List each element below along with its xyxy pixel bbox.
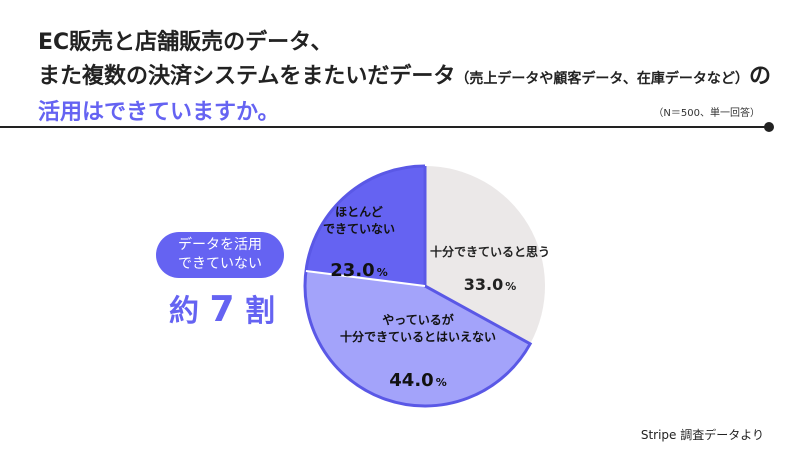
slice-value-0: 33.0% — [464, 275, 517, 294]
slice-label-2-1: できていない — [323, 222, 395, 236]
sample-note: （N＝500、単一回答） — [653, 108, 760, 119]
title-line-2-paren: （売上データや顧客データ、在庫データなど） — [455, 71, 749, 87]
slice-value-1: 44.0% — [389, 370, 446, 391]
title-line-2-end: の — [748, 64, 771, 89]
badge-line-1: データを活用 — [178, 237, 262, 253]
title-line-2-main: また複数の決済システムをまたいだデータ — [38, 64, 456, 89]
summary-number: 7 — [209, 289, 235, 330]
slice-label-1-0: やっているが — [382, 312, 453, 327]
chart-title: EC販売と店舗販売のデータ、 また複数の決済システムをまたいだデータ（売上データ… — [38, 26, 778, 130]
pie-slice-1 — [304, 270, 531, 407]
summary-badge: データを活用 できていない — [156, 232, 284, 278]
slice-label-1-1: 十分できているとはいえない — [340, 329, 496, 344]
slice-label-2-0: ほとんど — [335, 205, 383, 219]
summary-prefix: 約 — [169, 294, 200, 329]
divider-dot — [764, 122, 774, 132]
summary-figure: 約 7 割 — [160, 286, 284, 330]
pie-outline — [303, 164, 533, 408]
slice-divider — [305, 269, 426, 287]
slice-value-2: 23.0% — [330, 260, 387, 281]
slice-label-0-0: 十分できていると思う — [430, 244, 550, 259]
badge-line-2: できていない — [178, 256, 262, 272]
source-credit: Stripe 調査データより — [640, 428, 764, 442]
title-line-2: また複数の決済システムをまたいだデータ（売上データや顧客データ、在庫データなど）… — [38, 60, 778, 96]
divider-line — [0, 126, 770, 128]
pie-slice-0 — [425, 166, 545, 344]
summary-suffix: 割 — [244, 294, 275, 329]
title-line-1: EC販売と店舗販売のデータ、 — [38, 30, 333, 55]
pie-slice-2 — [305, 166, 425, 286]
title-line-3: 活用はできていますか。 — [38, 100, 280, 125]
